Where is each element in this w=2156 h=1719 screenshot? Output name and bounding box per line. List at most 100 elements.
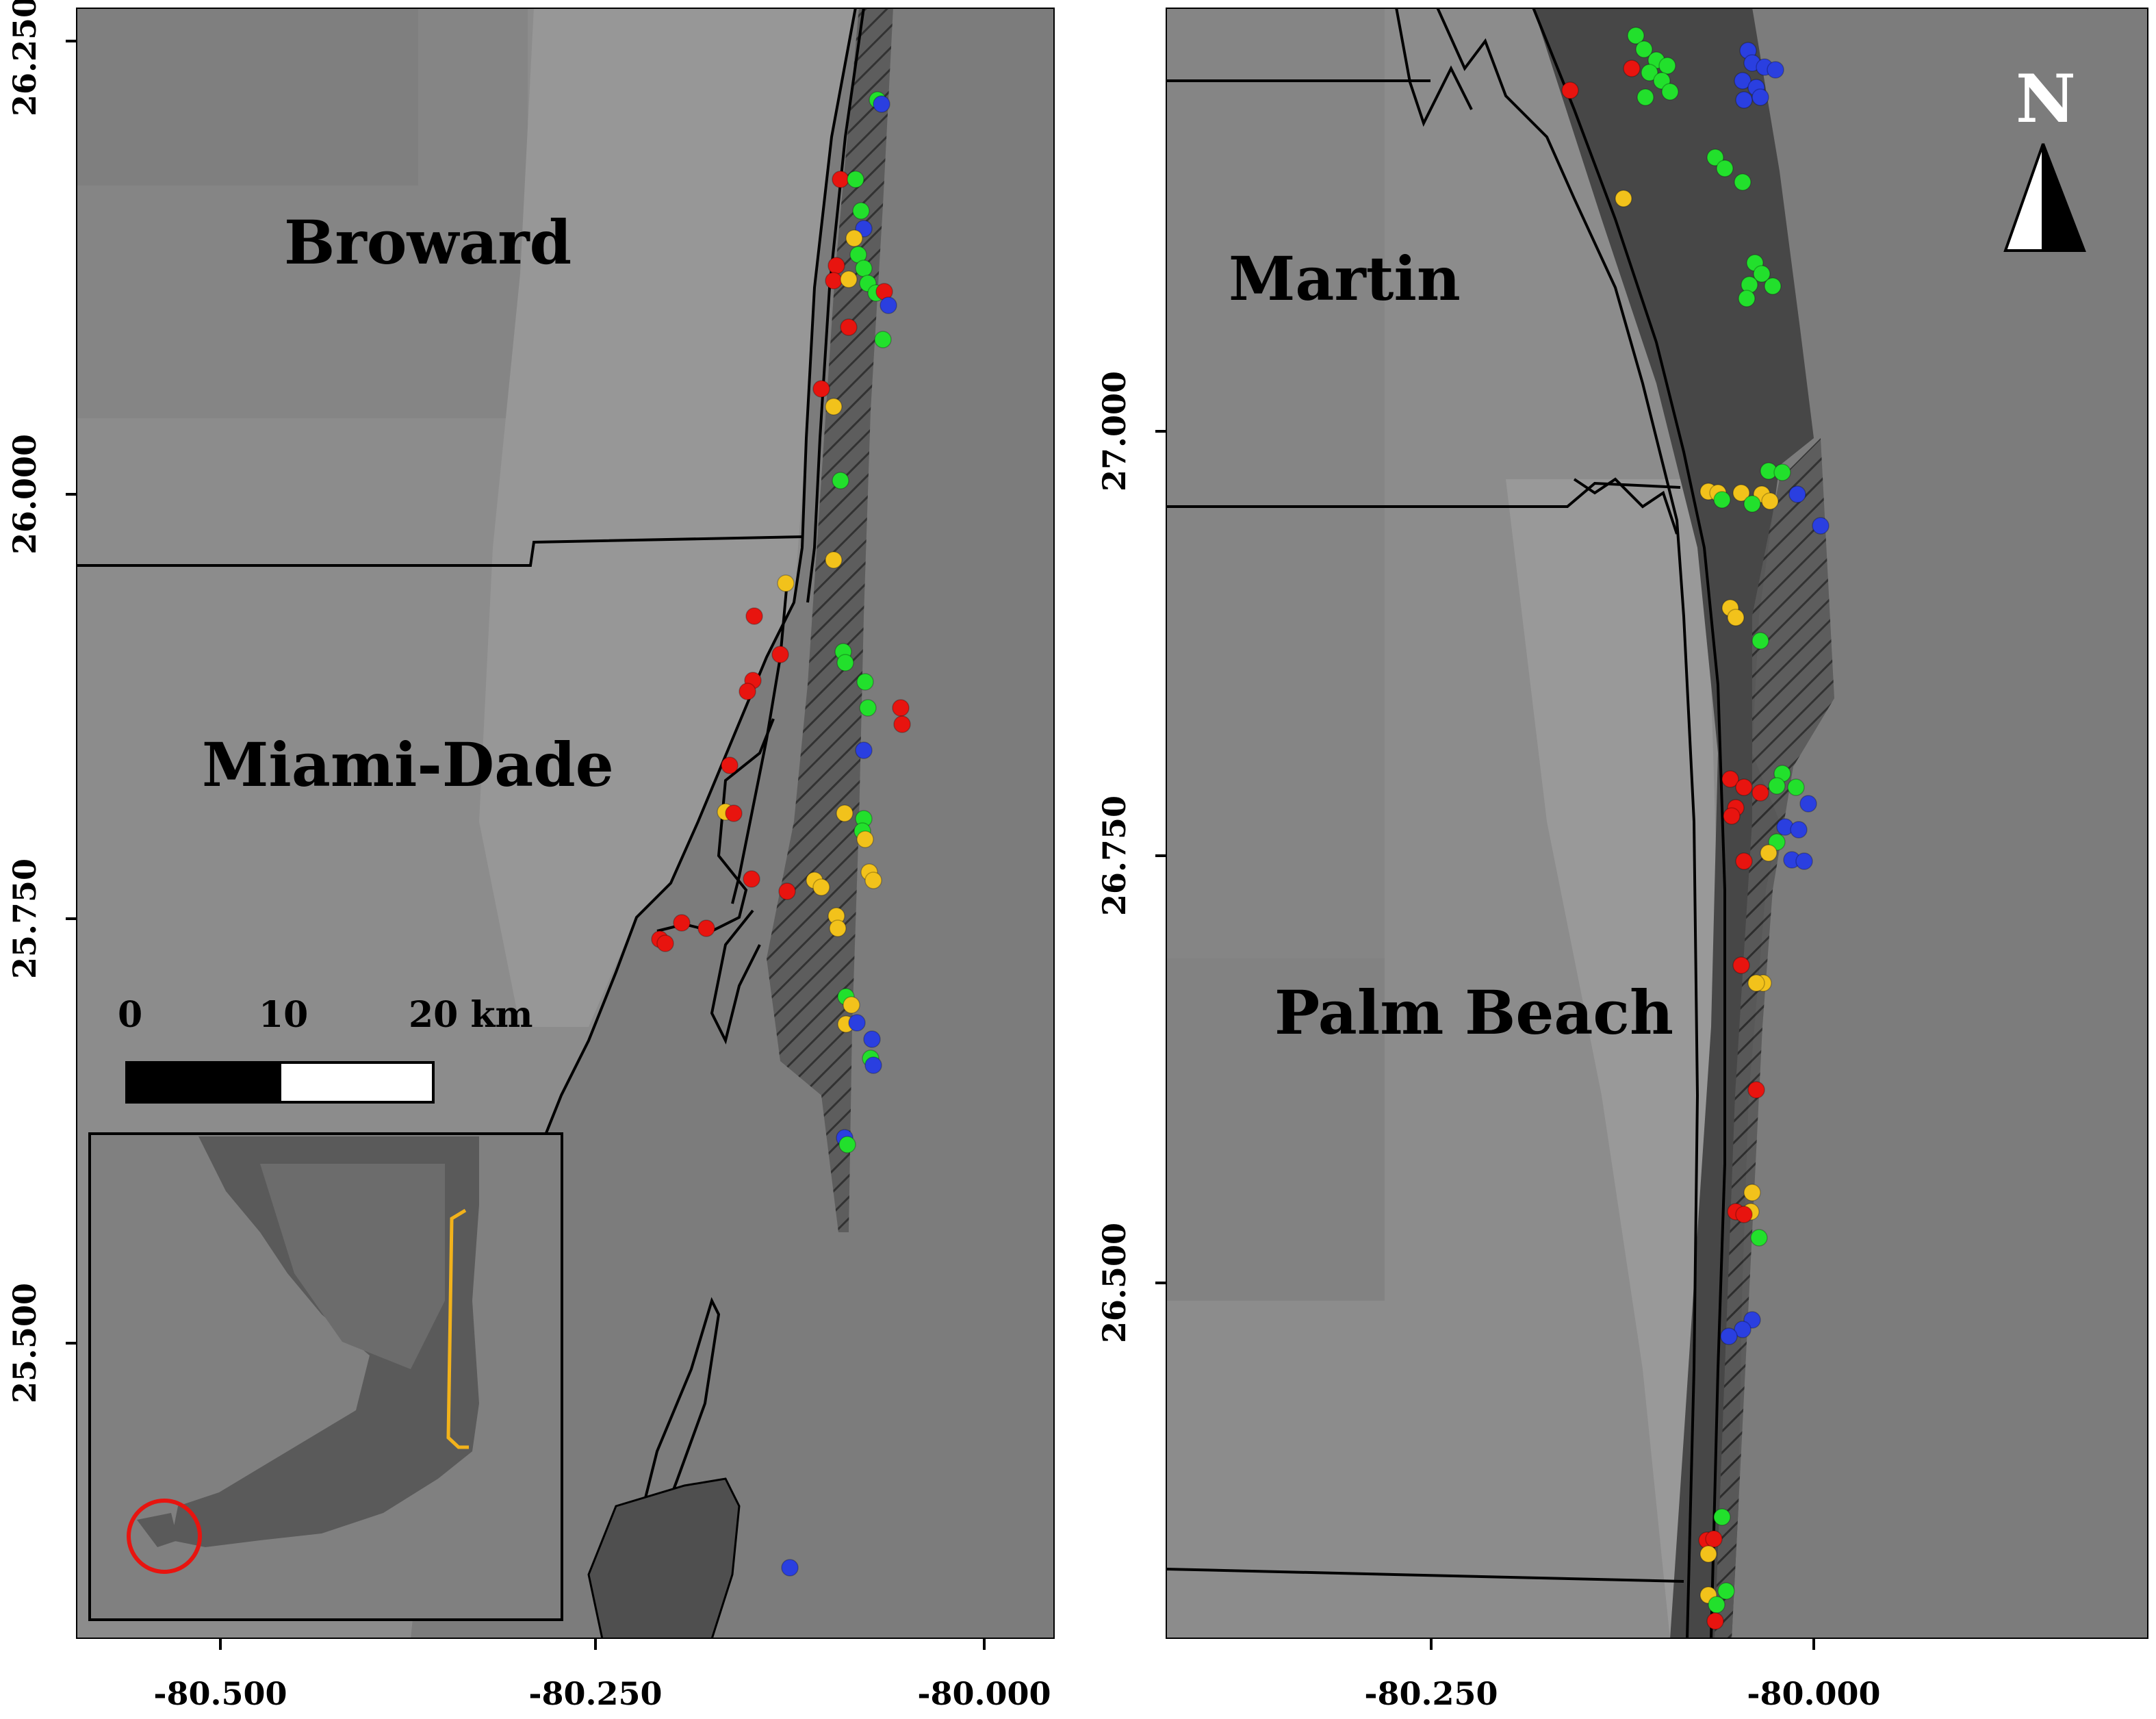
sampling-point-green xyxy=(836,654,854,672)
sampling-point-blue xyxy=(1734,1321,1751,1338)
sampling-point-yellow xyxy=(840,270,858,288)
sampling-point-red xyxy=(1735,778,1753,796)
sampling-point-red xyxy=(778,882,796,900)
sampling-point-green xyxy=(852,202,870,220)
inset-keys xyxy=(137,1513,178,1547)
inset-circle-marker xyxy=(127,1499,202,1574)
lat-tick-26-500: 26.500 xyxy=(1096,1223,1133,1343)
sampling-point-green xyxy=(1661,83,1679,101)
county-label-miami-dade: Miami-Dade xyxy=(202,729,614,800)
county-label-palm-beach: Palm Beach xyxy=(1274,977,1673,1048)
sampling-point-green xyxy=(1773,463,1791,481)
sampling-point-green xyxy=(1708,1596,1725,1614)
sampling-point-red xyxy=(1721,770,1739,788)
lake-area xyxy=(1166,958,1385,1301)
sampling-point-green xyxy=(1734,173,1751,191)
county-border-martin-palm-beach xyxy=(1166,481,1681,508)
sampling-point-red xyxy=(1623,60,1641,77)
sampling-point-blue xyxy=(863,1030,881,1048)
sampling-point-green xyxy=(1716,160,1734,177)
sampling-point-yellow xyxy=(777,574,795,592)
urban-area xyxy=(479,8,856,1027)
county-border-broward-miami-dade xyxy=(76,535,804,567)
sampling-point-red xyxy=(812,380,830,398)
sampling-point-green xyxy=(1635,40,1653,58)
county-label-broward: Broward xyxy=(284,207,572,278)
sampling-point-red xyxy=(840,318,858,336)
sampling-point-green xyxy=(1787,778,1805,796)
lon-tick-80-000: -80.000 xyxy=(917,1675,1051,1712)
county-label-martin: Martin xyxy=(1229,243,1461,314)
lat-tick-26-750: 26.750 xyxy=(1096,795,1133,916)
lon-axis-south: -80.500 -80.250 -80.000 xyxy=(153,1639,1051,1712)
lon-tick-80-250: -80.250 xyxy=(528,1675,662,1712)
urban-area xyxy=(1506,479,1721,1639)
sampling-point-blue xyxy=(1720,1327,1738,1345)
sampling-point-green xyxy=(1751,632,1769,650)
sampling-point-yellow xyxy=(829,919,847,937)
sampling-point-red xyxy=(1705,1530,1723,1548)
sampling-point-green xyxy=(1764,277,1782,295)
sampling-point-yellow xyxy=(1761,492,1779,510)
lat-tick-26-250: 26.250 xyxy=(6,0,43,116)
sampling-point-red xyxy=(1747,1081,1765,1099)
sampling-point-green xyxy=(1738,290,1756,307)
sampling-point-green xyxy=(859,699,877,717)
sampling-point-yellow xyxy=(845,229,863,247)
sampling-point-green xyxy=(1627,27,1645,44)
sampling-point-green xyxy=(847,170,864,188)
sampling-point-blue xyxy=(1790,821,1808,839)
sampling-point-green xyxy=(1641,64,1658,81)
sampling-point-red xyxy=(745,607,763,625)
coastline xyxy=(1532,8,1726,1639)
sampling-point-red xyxy=(771,646,789,663)
sampling-point-red xyxy=(743,870,760,888)
sampling-point-red xyxy=(1751,784,1769,802)
sampling-point-green xyxy=(1706,149,1724,166)
north-arrow-label: N xyxy=(2016,60,2076,138)
lon-tick-80-000-north: -80.000 xyxy=(1747,1675,1880,1712)
scale-bar: 0 10 20 km xyxy=(118,994,533,1104)
lat-tick-26-000: 26.000 xyxy=(6,434,43,555)
sampling-point-yellow xyxy=(1615,190,1632,207)
sampling-point-blue xyxy=(1795,852,1813,870)
sampling-point-red xyxy=(1735,1206,1753,1223)
sampling-point-red xyxy=(893,715,911,733)
sampling-point-green xyxy=(1750,1229,1768,1247)
sampling-point-yellow xyxy=(1727,609,1745,626)
sampling-point-yellow xyxy=(812,878,830,896)
sampling-point-red xyxy=(1732,956,1750,974)
lat-axis-north: 27.000 26.750 26.500 xyxy=(1096,371,1166,1343)
sampling-point-blue xyxy=(781,1559,799,1577)
sampling-point-yellow xyxy=(1760,844,1778,862)
sampling-point-red xyxy=(832,170,849,188)
sampling-point-yellow xyxy=(836,804,854,822)
sampling-point-blue xyxy=(1799,795,1817,813)
sampling-point-red xyxy=(656,934,674,952)
county-border-palm-beach-south xyxy=(1166,1568,1684,1583)
sampling-point-green xyxy=(874,331,892,348)
lon-axis-north: -80.250 -80.000 xyxy=(1364,1639,1881,1712)
scale-label-0: 0 xyxy=(118,994,142,1036)
sampling-point-green xyxy=(856,673,874,691)
sampling-point-red xyxy=(1735,852,1753,870)
sampling-point-yellow xyxy=(856,830,874,848)
lat-axis-south: 26.250 26.000 25.750 25.500 xyxy=(6,0,76,1403)
sampling-point-blue xyxy=(880,296,897,314)
sampling-point-green xyxy=(1658,57,1676,75)
sampling-point-red xyxy=(1561,81,1579,99)
sampling-point-green xyxy=(1713,1508,1731,1526)
lon-tick-80-500: -80.500 xyxy=(153,1675,287,1712)
sampling-point-red xyxy=(1723,807,1741,825)
sampling-point-red xyxy=(673,914,691,932)
sampling-point-green xyxy=(832,472,849,489)
sampling-point-red xyxy=(697,919,715,937)
inset-bracket-marker xyxy=(446,1208,469,1449)
sampling-point-green xyxy=(855,259,873,277)
sampling-point-yellow xyxy=(1699,1545,1717,1563)
sampling-point-yellow xyxy=(1743,1184,1761,1201)
sampling-point-blue xyxy=(1812,517,1830,535)
sampling-point-yellow xyxy=(864,871,882,889)
lat-tick-25-750: 25.750 xyxy=(6,858,43,979)
